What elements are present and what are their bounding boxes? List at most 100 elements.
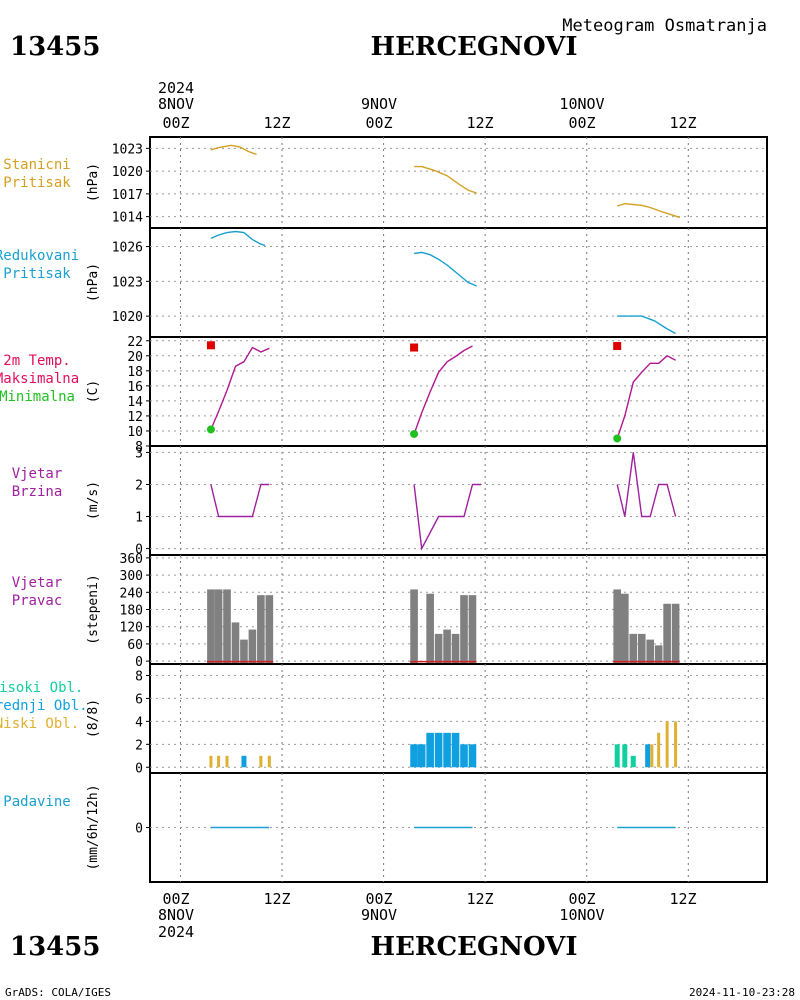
cloud-cover-bar	[657, 732, 661, 768]
wind-direction-bar	[248, 629, 257, 664]
p3-ytick-label: 20	[127, 350, 143, 365]
cloud-cover-bar	[460, 744, 468, 768]
cloud-cover-bar	[267, 755, 271, 768]
cloud-cover-bar	[225, 755, 229, 768]
top-tick-00z-1: 00Z	[162, 114, 189, 132]
top-tick-00z-3: 00Z	[568, 114, 595, 132]
top-date-10nov: 10NOV	[559, 95, 604, 113]
p7-ytick-label: 0	[135, 822, 143, 837]
wind-direction-bar	[468, 595, 477, 664]
p3-side-label: Maksimalna	[0, 371, 79, 387]
wind-direction-bar	[223, 589, 231, 664]
cloud-cover-bar	[443, 732, 451, 768]
station-name-header: HERCEGNOVI	[371, 32, 578, 62]
temp-max-marker	[206, 341, 215, 350]
p3-ytick-label: 12	[127, 410, 143, 425]
top-tick-12z-1: 12Z	[263, 114, 290, 132]
p4-side-label: Brzina	[12, 484, 63, 500]
wind-direction-bar	[240, 639, 248, 664]
temp-min-marker	[206, 425, 215, 434]
bottom-date-9nov: 9NOV	[361, 906, 397, 924]
p5-ytick-label: 0	[135, 655, 143, 670]
p2-side-label: Pritisak	[3, 266, 71, 282]
cloud-cover-bar	[468, 744, 477, 768]
cloud-cover-bar	[645, 744, 651, 768]
bottom-date-8nov: 8NOV	[158, 906, 194, 924]
wind-direction-bar	[231, 622, 240, 664]
p5-ytick-label: 360	[120, 552, 143, 567]
temp-max-marker	[410, 343, 419, 352]
p1-ytick-label: 1014	[112, 211, 143, 226]
p2-axis-label: (hPa)	[86, 263, 101, 302]
bottom-tick-12z-2: 12Z	[466, 890, 493, 908]
p1-side-label: Stanicni	[3, 157, 70, 173]
cloud-cover-bar	[630, 755, 636, 768]
p3-ytick-label: 8	[135, 440, 143, 455]
p5-ytick-label: 240	[120, 586, 143, 601]
wind-direction-bar	[410, 589, 418, 664]
wind-direction-bar	[434, 633, 443, 664]
top-tick-12z-3: 12Z	[669, 114, 696, 132]
wind-direction-bar	[671, 603, 680, 664]
p1-side-label: Pritisak	[3, 175, 71, 191]
bottom-date-10nov: 10NOV	[559, 906, 604, 924]
p5-axis-label: (stepeni)	[86, 574, 101, 644]
p6-ytick-label: 6	[135, 692, 143, 707]
p3-series-line	[616, 354, 676, 439]
p5-ytick-label: 120	[120, 621, 143, 636]
p5-ytick-label: 180	[120, 604, 143, 619]
p2-ytick-label: 1020	[112, 310, 143, 325]
p1-series-line	[210, 144, 257, 156]
p1-ytick-label: 1017	[112, 188, 143, 203]
timestamp-text: 2024-11-10-23:28	[689, 986, 795, 999]
temp-min-marker	[410, 429, 419, 438]
p3-series-line	[413, 345, 473, 435]
cloud-cover-bar	[241, 755, 247, 768]
p6-side-label: Srednji Obl.	[0, 698, 88, 714]
wind-direction-bar	[214, 589, 223, 664]
wind-direction-bar	[613, 589, 622, 664]
p4-series-line	[413, 483, 481, 551]
p2-ytick-label: 1026	[112, 241, 143, 256]
cloud-cover-bar	[622, 744, 628, 768]
bottom-tick-00z-2: 00Z	[365, 890, 392, 908]
cloud-cover-bar	[259, 755, 263, 768]
p5-ytick-label: 300	[120, 569, 143, 584]
p5-side-label: Pravac	[12, 593, 63, 609]
p5-ytick-label: 60	[127, 638, 143, 653]
cloud-cover-bar	[217, 755, 221, 768]
p1-ytick-label: 1023	[112, 142, 143, 157]
bottom-tick-00z-3: 00Z	[568, 890, 595, 908]
p2-series-line	[210, 230, 266, 247]
cloud-cover-bar	[674, 721, 678, 768]
wind-direction-bar	[637, 633, 646, 664]
p1-series-line	[414, 165, 477, 194]
p3-series-line	[210, 346, 270, 430]
cloud-cover-bar	[650, 744, 654, 768]
top-date-8nov: 8NOV	[158, 95, 194, 113]
cloud-cover-bar	[209, 755, 213, 768]
p6-axis-label: (8/8)	[86, 699, 101, 738]
wind-direction-bar	[451, 633, 460, 664]
bottom-tick-12z-3: 12Z	[669, 890, 696, 908]
wind-direction-bar	[646, 639, 655, 664]
wind-direction-bar	[257, 595, 265, 664]
station-id-footer: 13455	[10, 932, 100, 962]
meteogram-panels: 1014 1017 1020 1023 (hPa) Stanicni Pritisak 102…	[0, 136, 768, 883]
p3-ytick-label: 18	[127, 365, 143, 380]
p3-ytick-label: 16	[127, 380, 143, 395]
p4-axis-label: (m/s)	[86, 481, 101, 520]
p3-ytick-label: 22	[127, 335, 143, 350]
temp-min-marker	[613, 434, 622, 443]
station-id-header: 13455	[10, 32, 100, 62]
cloud-cover-bar	[665, 721, 669, 768]
wind-direction-bar	[654, 645, 663, 664]
top-date-9nov: 9NOV	[361, 95, 397, 113]
cloud-cover-bar	[614, 744, 620, 768]
cloud-cover-bar	[451, 732, 460, 768]
wind-direction-bar	[663, 603, 671, 664]
top-year-label: 2024	[158, 79, 194, 97]
p1-axis-label: (hPa)	[86, 163, 101, 202]
